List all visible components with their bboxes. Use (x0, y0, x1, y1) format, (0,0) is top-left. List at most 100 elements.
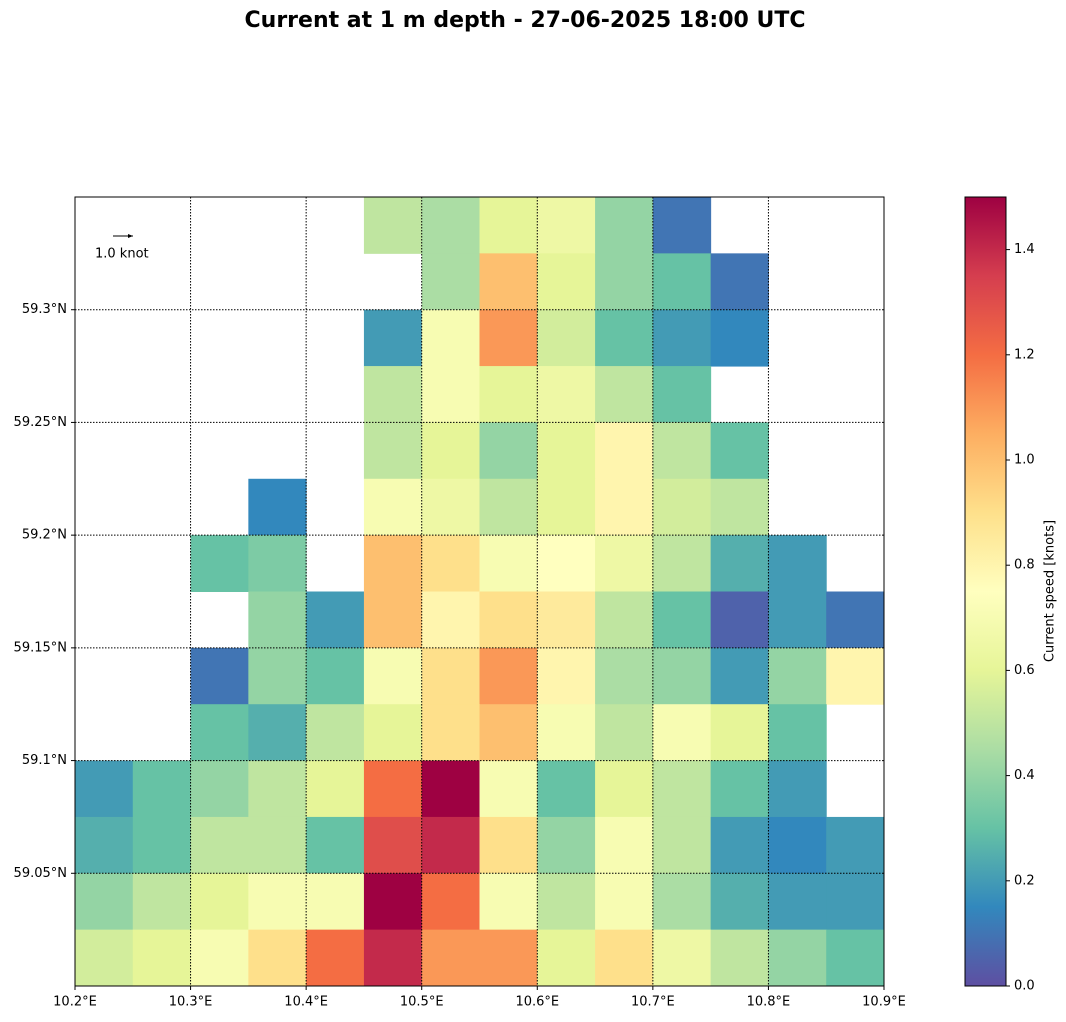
colorbar-tick-label: 1.4 (1014, 242, 1035, 257)
speed-cell (421, 873, 480, 931)
speed-cell (75, 929, 134, 987)
speed-cell (363, 422, 423, 480)
speed-cell (306, 816, 365, 874)
speed-cell (363, 535, 423, 592)
speed-cell (75, 873, 134, 931)
y-tick-label: 59.1°N (22, 753, 67, 768)
colorbar-tick-label: 1.2 (1014, 347, 1035, 362)
speed-cell (248, 760, 307, 818)
speed-cell (421, 366, 480, 423)
x-tick-label: 10.9°E (862, 995, 906, 1010)
speed-cell (537, 309, 596, 367)
speed-cell (768, 647, 827, 705)
colorbar (964, 196, 1007, 987)
speed-cell (595, 309, 654, 367)
speed-cell (537, 422, 596, 480)
colorbar-tick-label: 1.0 (1014, 453, 1035, 468)
speed-cell (826, 816, 885, 874)
speed-cell (479, 816, 538, 874)
y-tick-label: 59.25°N (14, 415, 67, 430)
speed-cell (595, 873, 654, 931)
speed-cell (537, 816, 596, 874)
speed-cell (768, 704, 827, 762)
speed-cell (479, 197, 538, 254)
speed-cell (595, 647, 654, 705)
speed-cell (479, 873, 538, 931)
speed-cell (537, 760, 596, 818)
speed-cell (595, 478, 654, 536)
speed-cell (595, 366, 654, 423)
speed-cell (537, 647, 596, 705)
speed-cell (132, 760, 192, 818)
speed-cell (537, 535, 596, 592)
speed-cell (710, 478, 769, 536)
x-tick-label: 10.7°E (631, 995, 675, 1010)
speed-cell (595, 422, 654, 480)
speed-cell (363, 197, 423, 254)
speed-cell (421, 535, 480, 592)
speed-cell (248, 591, 307, 649)
speed-cell (248, 816, 307, 874)
speed-cell (537, 591, 596, 649)
speed-cell (306, 760, 365, 818)
speed-cell (768, 591, 827, 649)
speed-cell (190, 873, 249, 931)
speed-cell (248, 873, 307, 931)
speed-cell (479, 309, 538, 367)
colorbar-tick-label: 0.8 (1014, 558, 1035, 573)
speed-cell (75, 816, 134, 874)
y-tick-label: 59.15°N (14, 640, 67, 655)
speed-cell (652, 929, 712, 987)
x-tick-label: 10.5°E (400, 995, 444, 1010)
colorbar-tick-label: 0.2 (1014, 873, 1035, 888)
y-tick-label: 59.3°N (22, 302, 67, 317)
speed-cell (248, 535, 307, 592)
speed-cell (826, 591, 885, 649)
speed-cell (652, 816, 712, 874)
speed-cell (363, 929, 423, 987)
colorbar-tick-label: 0.6 (1014, 663, 1035, 678)
colorbar-tick-label: 0.0 (1014, 979, 1035, 994)
speed-cell (652, 760, 712, 818)
speed-cell (421, 253, 480, 311)
speed-cell (363, 704, 423, 762)
speed-cell (190, 647, 249, 705)
speed-cell (595, 197, 654, 254)
speed-cell (537, 929, 596, 987)
speed-cell (595, 535, 654, 592)
speed-cell (363, 816, 423, 874)
speed-cell (421, 704, 480, 762)
speed-cell (595, 591, 654, 649)
speed-cell (710, 647, 769, 705)
speed-cell (652, 535, 712, 592)
speed-cell (306, 591, 365, 649)
speed-cell (479, 366, 538, 423)
speed-cell (537, 478, 596, 536)
speed-cell (537, 197, 596, 254)
speed-cell (652, 873, 712, 931)
speed-cell (479, 253, 538, 311)
speed-cell (710, 816, 769, 874)
speed-cell (479, 591, 538, 649)
speed-cell (710, 422, 769, 480)
speed-cell (75, 760, 134, 818)
speed-cell (537, 253, 596, 311)
speed-cell (652, 422, 712, 480)
speed-cell (479, 929, 538, 987)
speed-cell (421, 197, 480, 254)
speed-cell (248, 929, 307, 987)
speed-cell (652, 591, 712, 649)
speed-cell (190, 929, 249, 987)
quiver-key-label: 1.0 knot (95, 247, 149, 262)
speed-cell (710, 873, 769, 931)
speed-cell (421, 422, 480, 480)
speed-cell (595, 816, 654, 874)
speed-cell (421, 760, 480, 818)
speed-cell (190, 704, 249, 762)
speed-cell (652, 478, 712, 536)
speed-cell (768, 535, 827, 592)
x-tick-label: 10.4°E (284, 995, 328, 1010)
speed-cell (421, 816, 480, 874)
speed-cell (826, 647, 885, 705)
